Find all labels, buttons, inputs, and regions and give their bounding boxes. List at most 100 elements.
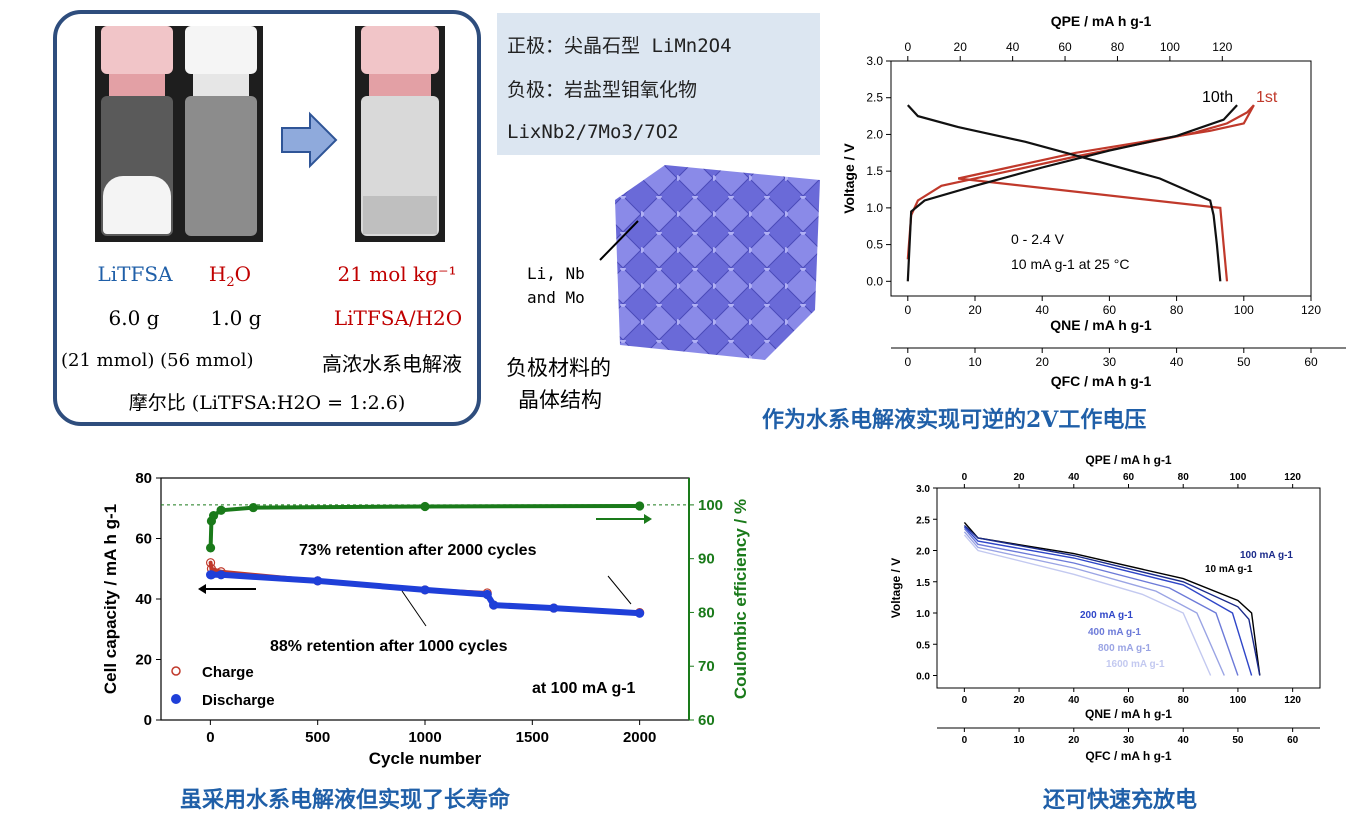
annotation-2000-cycles: 73% retention after 2000 cycles <box>299 542 537 559</box>
top-axis-label: QPE / mA h g-1 <box>1085 453 1172 467</box>
y-tick-label: 3.0 <box>916 484 930 495</box>
crystal-caption-line2: 晶体结构 <box>518 388 602 412</box>
y-tick-label: 0.5 <box>866 238 883 252</box>
top-tick-label: 100 <box>1230 472 1247 483</box>
x-axis-label: QNE / mA h g-1 <box>1050 317 1152 333</box>
vial-label-litfsa: LiTFSA <box>97 262 173 286</box>
product-name: LiTFSA/H2O <box>333 306 463 330</box>
y2-tick-label: 70 <box>698 658 715 675</box>
crystal-label-line1: Li, Nb <box>527 264 585 283</box>
series-line-discharge <box>906 104 1222 282</box>
top-tick-label: 100 <box>1160 40 1180 54</box>
second-axis-tick-label: 50 <box>1232 735 1244 746</box>
x-tick-label: 0 <box>206 729 214 746</box>
second-axis-label: QFC / mA h g-1 <box>1051 373 1152 389</box>
second-axis-tick-label: 20 <box>1068 735 1080 746</box>
y-tick-label: 3.0 <box>866 54 883 68</box>
series-line-charge <box>906 104 1238 282</box>
y-tick-label: 60 <box>135 531 152 548</box>
data-point <box>205 543 216 553</box>
y-tick-label: 0.5 <box>916 640 930 651</box>
y-axis-label: Voltage / V <box>841 143 857 214</box>
plot-frame <box>936 487 1321 689</box>
x-tick-label: 120 <box>1284 695 1301 706</box>
top-tick-label: 20 <box>1014 472 1026 483</box>
second-axis-tick-label: 50 <box>1237 355 1251 369</box>
series-line <box>963 534 1212 676</box>
top-tick-label: 40 <box>1068 472 1080 483</box>
series-line <box>963 524 1261 676</box>
x-tick-label: 2000 <box>623 729 656 746</box>
x-tick-label: 100 <box>1230 695 1247 706</box>
data-point <box>248 502 258 513</box>
x-axis-label: Cycle number <box>369 749 482 768</box>
vial-photo-water <box>179 26 263 242</box>
x-tick-label: 0 <box>962 695 968 706</box>
caption-fast-charge: 还可快速充放电 <box>1043 787 1198 813</box>
y-axis-label: Voltage / V <box>889 558 903 618</box>
second-axis-tick-label: 10 <box>1014 735 1026 746</box>
y-axis-label: Cell capacity / mA h g-1 <box>101 504 120 694</box>
data-point <box>482 589 492 600</box>
second-axis-tick-label: 60 <box>1304 355 1318 369</box>
series-line-discharge <box>957 104 1255 282</box>
electrolyte-name: 高浓水系电解液 <box>322 352 462 376</box>
annotation-pointer-2000 <box>607 575 632 605</box>
crystal-pointer-line <box>599 220 639 261</box>
series-label: 100 mA g-1 <box>1240 550 1293 561</box>
y-tick-label: 20 <box>135 652 152 669</box>
x-axis-label: QNE / mA h g-1 <box>1085 707 1172 721</box>
top-tick-label: 0 <box>904 40 911 54</box>
vial-panel: LiTFSA H2O 21 mol kg⁻¹ 6.0 g 1.0 g LiTFS… <box>53 10 481 426</box>
right-arrow-icon <box>281 111 338 169</box>
electrode-info-box: 正极：尖晶石型 LiMn2O4 负极：岩盐型钼氧化物 LixNb2/7Mo3/7… <box>497 13 820 155</box>
second-axis-tick-label: 30 <box>1123 735 1135 746</box>
data-point <box>420 585 430 595</box>
right-arrow-icon <box>644 514 652 524</box>
annotation-1st-cycle: 1st <box>1256 89 1278 106</box>
x-tick-label: 120 <box>1301 303 1321 317</box>
second-axis-tick-label: 0 <box>904 355 911 369</box>
second-axis-tick-label: 30 <box>1103 355 1117 369</box>
data-point <box>216 505 226 515</box>
y2-tick-label: 80 <box>698 604 715 621</box>
y-tick-label: 1.0 <box>866 201 883 215</box>
annotation-10th-cycle: 10th <box>1202 89 1233 106</box>
x-tick-label: 1000 <box>408 729 441 746</box>
negative-electrode-text: 负极：岩盐型钼氧化物 <box>507 79 698 101</box>
mass-water: 1.0 g <box>210 306 262 330</box>
top-tick-label: 80 <box>1111 40 1125 54</box>
crystal-structure <box>615 165 820 360</box>
top-axis-label: QPE / mA h g-1 <box>1051 13 1152 29</box>
x-tick-label: 80 <box>1170 303 1184 317</box>
molar-ratio: 摩尔比 (LiTFSA:H2O = 1:2.6) <box>128 392 406 414</box>
top-tick-label: 40 <box>1006 40 1020 54</box>
x-tick-label: 60 <box>1123 695 1135 706</box>
annotation-pointer-1000 <box>401 590 427 627</box>
second-axis-tick-label: 40 <box>1178 735 1190 746</box>
second-axis-tick-label: 40 <box>1170 355 1184 369</box>
annotation-current-rate: at 100 mA g-1 <box>532 680 636 697</box>
x-tick-label: 500 <box>305 729 330 746</box>
y-tick-label: 0.0 <box>916 672 930 683</box>
top-tick-label: 20 <box>954 40 968 54</box>
data-point <box>206 570 217 580</box>
data-point <box>635 608 645 618</box>
x-tick-label: 20 <box>968 303 982 317</box>
caption-2v-voltage: 作为水系电解液实现可逆的2V工作电压 <box>762 407 1147 433</box>
annotation-1000-cycles: 88% retention after 1000 cycles <box>270 638 508 655</box>
top-tick-label: 120 <box>1284 472 1301 483</box>
legend-label-charge: Charge <box>202 664 254 681</box>
crystal-caption-line1: 负极材料的 <box>506 356 611 380</box>
y-tick-label: 0.0 <box>866 274 883 288</box>
data-point <box>216 570 226 580</box>
second-axis-tick-label: 0 <box>962 735 968 746</box>
data-point <box>205 558 216 568</box>
y-tick-label: 40 <box>135 591 152 608</box>
positive-electrode-text: 正极：尖晶石型 LiMn2O4 <box>507 35 732 57</box>
series-label: 800 mA g-1 <box>1098 643 1151 654</box>
top-tick-label: 60 <box>1123 472 1135 483</box>
